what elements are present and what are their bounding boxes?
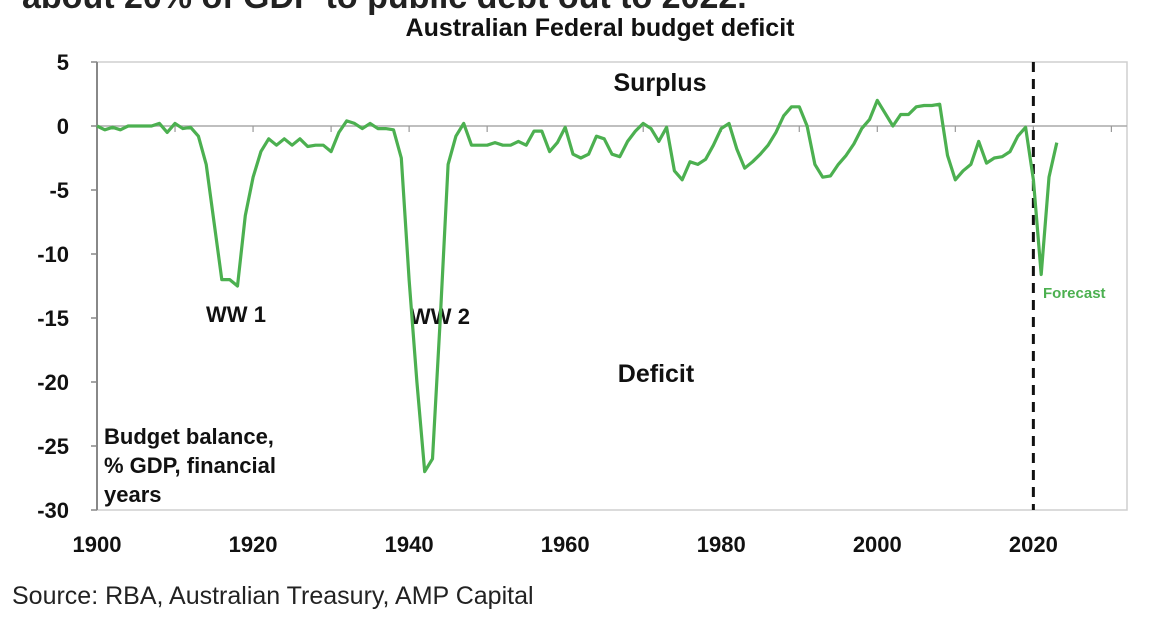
cut-off-heading: about 20% of GDP to public debt out to 2… — [22, 0, 747, 17]
chart-title: Australian Federal budget deficit — [405, 14, 795, 42]
budget-balance-line — [96, 98, 1059, 474]
y-tick-label: -10 — [37, 242, 69, 267]
x-tick-label: 1940 — [385, 532, 434, 557]
forecast-label: Forecast — [1043, 285, 1106, 302]
surplus-label: Surplus — [613, 69, 706, 97]
y-axis-label: Budget balance,% GDP, financial years — [104, 424, 276, 507]
x-tick-label: 1900 — [73, 532, 122, 557]
y-tick-label: -15 — [37, 306, 69, 331]
y-tick-label: -20 — [37, 370, 69, 395]
y-tick-label: 5 — [57, 50, 69, 75]
x-tick-label: 1920 — [229, 532, 278, 557]
y-tick-label: -30 — [37, 498, 69, 523]
deficit-label: Deficit — [618, 360, 695, 388]
y-tick-label: 0 — [57, 114, 69, 139]
x-tick-label: 2020 — [1009, 532, 1058, 557]
ww1-label: WW 1 — [206, 302, 266, 327]
x-tick-label: 2000 — [853, 532, 902, 557]
x-tick-label: 1960 — [541, 532, 590, 557]
y-tick-label: -25 — [37, 434, 69, 459]
source-note: Source: RBA, Australian Treasury, AMP Ca… — [12, 582, 534, 610]
x-tick-label: 1980 — [697, 532, 746, 557]
y-tick-label: -5 — [49, 178, 69, 203]
